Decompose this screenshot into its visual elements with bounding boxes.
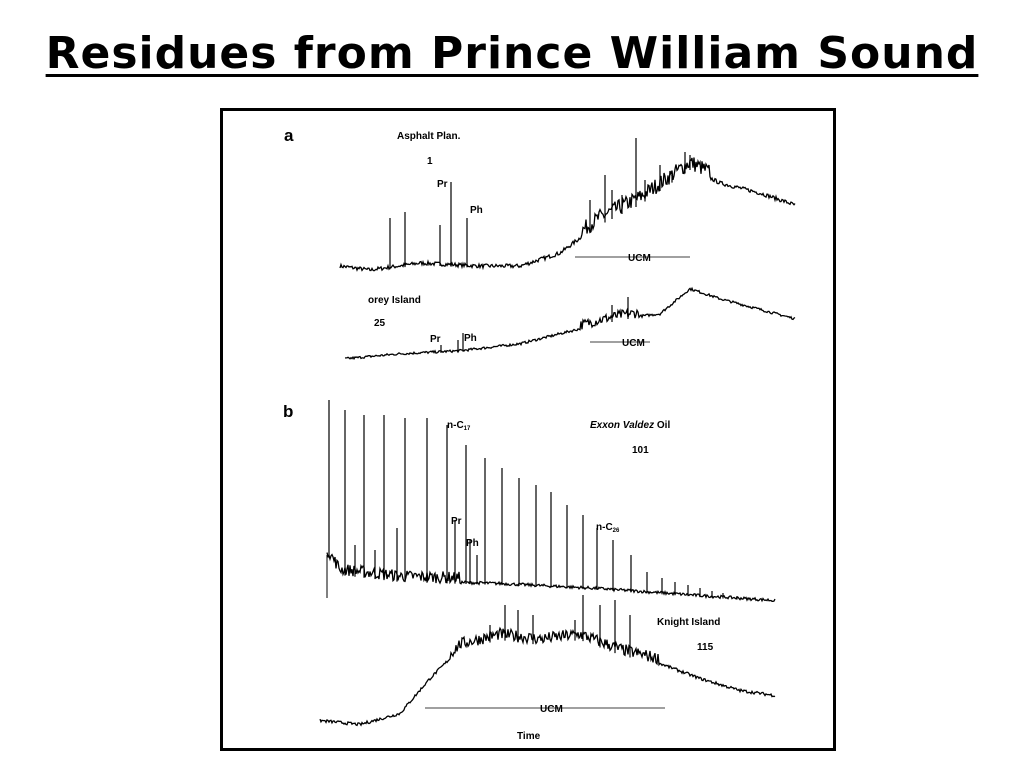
chromatograms: a Asphalt Plan. 1 Pr Ph UCM orey Island … <box>283 126 796 742</box>
alkane-label: n-C26 <box>596 522 620 534</box>
trace-number: 25 <box>374 318 386 329</box>
peak-label: Ph <box>466 538 479 549</box>
trace-number: 115 <box>697 642 714 653</box>
trace-name: Asphalt Plan. <box>397 131 461 142</box>
slide-title: Residues from Prince William Sound <box>45 28 979 79</box>
ucm-label: UCM <box>628 253 651 264</box>
alkane-subscript: 17 <box>464 426 471 432</box>
peak-label: Ph <box>464 333 477 344</box>
chromatogram-trace <box>319 626 776 727</box>
alkane-prefix: n-C <box>447 420 464 431</box>
figure-frame: a Asphalt Plan. 1 Pr Ph UCM orey Island … <box>220 108 836 751</box>
peak-label: Pr <box>451 516 462 527</box>
ucm-label: UCM <box>622 338 645 349</box>
alkane-label: n-C17 <box>447 420 471 432</box>
chromatogram-trace <box>339 157 796 272</box>
axis-label: Time <box>517 731 541 742</box>
chromatogram-trace <box>344 286 796 361</box>
ucm-label: UCM <box>540 704 563 715</box>
panel-label: a <box>284 126 294 145</box>
peak-label: Pr <box>437 179 448 190</box>
alkane-subscript: 26 <box>613 528 620 534</box>
trace-number: 101 <box>632 445 649 456</box>
panel-label: b <box>283 402 293 421</box>
peak-label: Ph <box>470 205 483 216</box>
trace-name: Exxon Valdez Oil <box>590 420 670 431</box>
trace-name-italic: Exxon Valdez <box>590 420 654 431</box>
peak-label: Pr <box>430 334 441 345</box>
trace-name-rest: Oil <box>657 420 671 431</box>
alkane-prefix: n-C <box>596 522 613 533</box>
trace-name: orey Island <box>368 295 421 306</box>
trace-number: 1 <box>427 156 433 167</box>
trace-name: Knight Island <box>657 617 720 628</box>
